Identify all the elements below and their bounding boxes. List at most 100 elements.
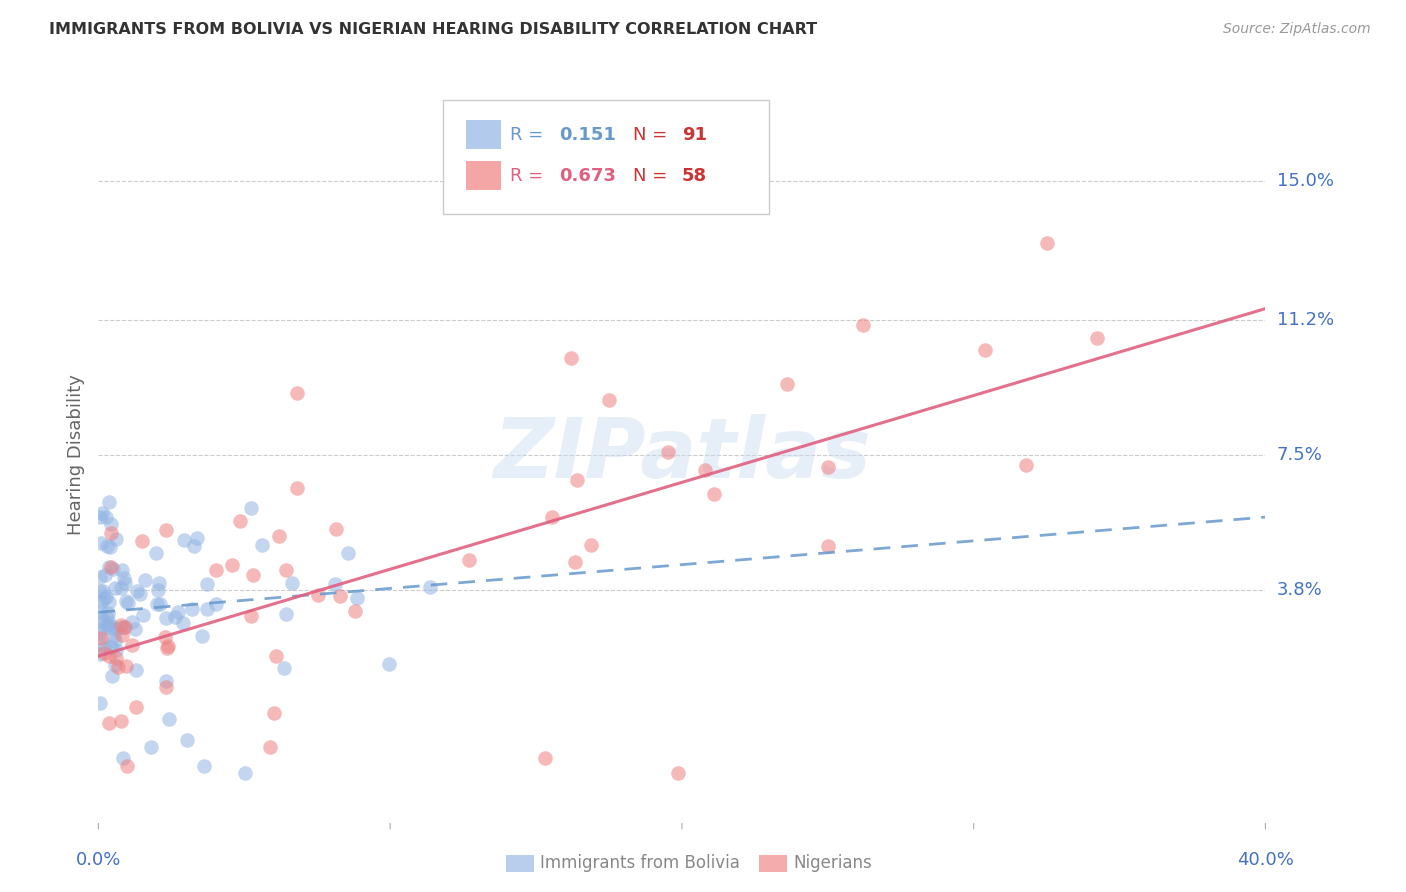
Point xyxy=(107,660,129,674)
Point xyxy=(267,528,290,542)
Point xyxy=(377,657,399,671)
Point xyxy=(239,501,262,516)
Point xyxy=(193,758,215,772)
Point xyxy=(93,591,115,606)
Point xyxy=(117,596,139,610)
Point xyxy=(115,758,138,772)
Point xyxy=(1085,331,1108,345)
Point xyxy=(96,618,118,632)
Point xyxy=(94,510,117,524)
Point xyxy=(100,517,122,532)
Text: R =: R = xyxy=(510,167,550,185)
Point xyxy=(129,587,152,601)
Point xyxy=(93,646,115,660)
Point xyxy=(157,640,180,654)
Point xyxy=(125,583,148,598)
Point xyxy=(89,583,111,598)
Point xyxy=(93,583,115,598)
Point xyxy=(285,482,308,496)
Point xyxy=(105,532,128,546)
Point xyxy=(91,637,114,651)
Point xyxy=(94,591,117,605)
Point xyxy=(93,641,115,656)
Point xyxy=(195,602,218,616)
Text: 11.2%: 11.2% xyxy=(1277,310,1334,328)
Point xyxy=(98,595,121,609)
Point xyxy=(131,533,153,548)
Point xyxy=(343,603,366,617)
Point xyxy=(145,546,167,560)
Point xyxy=(325,522,347,536)
Point xyxy=(145,597,167,611)
Text: ZIPatlas: ZIPatlas xyxy=(494,415,870,495)
Point xyxy=(134,573,156,587)
Point xyxy=(264,649,287,664)
Point xyxy=(155,631,177,645)
Point xyxy=(776,377,799,392)
Point xyxy=(186,532,208,546)
Point xyxy=(852,318,875,332)
Text: R =: R = xyxy=(510,126,550,144)
Point xyxy=(155,611,177,625)
Point xyxy=(250,538,273,552)
Point xyxy=(657,444,679,458)
Point xyxy=(89,624,111,638)
Point xyxy=(155,680,177,694)
Point xyxy=(90,536,112,550)
Point xyxy=(155,673,177,688)
Point xyxy=(97,716,120,731)
Point xyxy=(97,495,120,509)
Point xyxy=(111,751,134,765)
Point xyxy=(155,523,177,537)
Point xyxy=(325,576,347,591)
Point xyxy=(565,473,588,487)
Point xyxy=(263,706,285,720)
Point xyxy=(91,611,114,625)
Text: 3.8%: 3.8% xyxy=(1277,582,1322,599)
Point xyxy=(273,661,295,675)
Point xyxy=(91,615,114,629)
Point xyxy=(114,658,136,673)
Text: Immigrants from Bolivia: Immigrants from Bolivia xyxy=(540,855,740,872)
Point xyxy=(89,570,111,584)
Point xyxy=(148,576,170,591)
FancyBboxPatch shape xyxy=(465,120,501,149)
Point xyxy=(111,627,134,641)
Point xyxy=(180,601,202,615)
Point xyxy=(131,607,153,622)
Point xyxy=(240,608,263,623)
Point xyxy=(139,740,162,755)
Text: N =: N = xyxy=(633,167,673,185)
Text: 0.151: 0.151 xyxy=(560,126,616,144)
Point xyxy=(103,620,125,634)
Point xyxy=(419,580,441,594)
Text: 58: 58 xyxy=(682,167,707,185)
Point xyxy=(96,610,118,624)
Point xyxy=(89,604,111,618)
Point xyxy=(229,514,252,528)
Point xyxy=(564,555,586,569)
Point xyxy=(598,392,620,407)
Text: 7.5%: 7.5% xyxy=(1277,446,1323,464)
Point xyxy=(104,650,127,665)
Point xyxy=(98,559,121,574)
Point xyxy=(89,510,111,524)
Point xyxy=(100,525,122,540)
Point xyxy=(110,581,132,595)
Point xyxy=(205,563,228,577)
Point xyxy=(89,697,111,711)
Point xyxy=(105,622,128,636)
Point xyxy=(100,621,122,635)
Point xyxy=(1035,235,1057,250)
Point xyxy=(221,558,243,572)
Point xyxy=(157,712,180,726)
Point xyxy=(149,597,172,611)
Point xyxy=(89,626,111,640)
Point xyxy=(96,539,118,553)
Point xyxy=(307,589,329,603)
Point xyxy=(90,631,112,645)
Point xyxy=(124,663,146,677)
Text: 15.0%: 15.0% xyxy=(1277,171,1333,190)
Point xyxy=(233,766,256,780)
Point xyxy=(100,559,122,574)
